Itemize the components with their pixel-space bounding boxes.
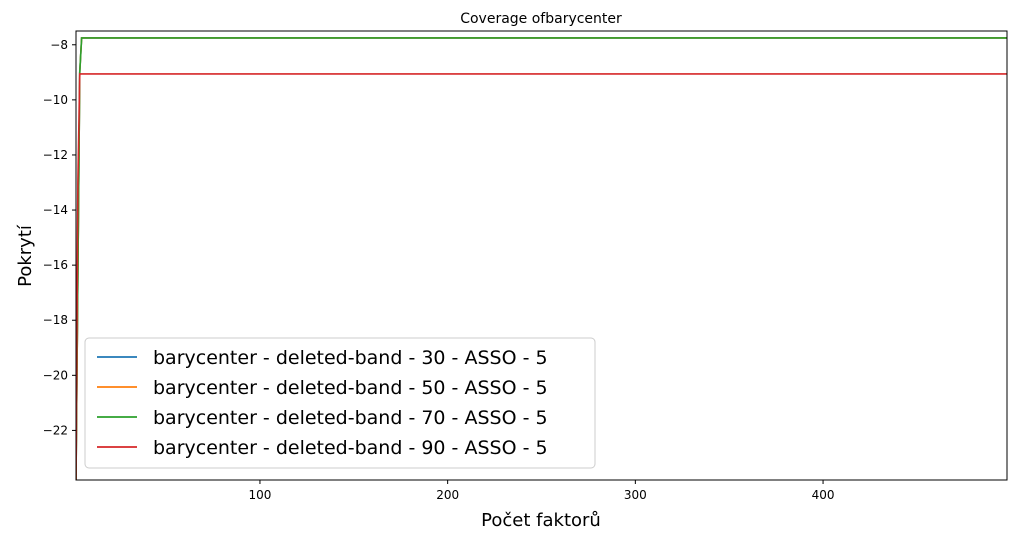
x-tick-label: 200 (436, 488, 459, 502)
legend-box (84, 337, 596, 469)
legend-label-1: barycenter - deleted-band - 30 - ASSO - … (153, 347, 548, 369)
chart-title: Coverage ofbarycenter (460, 11, 622, 27)
series-lines (76, 37, 1007, 480)
x-tick-label: 400 (812, 488, 835, 502)
y-tick-label: −20 (43, 368, 68, 382)
y-tick-label: −18 (43, 313, 68, 327)
series-line-4 (76, 73, 1007, 480)
legend-label-4: barycenter - deleted-band - 90 - ASSO - … (153, 437, 548, 459)
legend-label-2: barycenter - deleted-band - 50 - ASSO - … (153, 377, 548, 399)
y-tick-label: −12 (43, 148, 68, 162)
legend-label-3: barycenter - deleted-band - 70 - ASSO - … (153, 407, 548, 429)
plot-frame (75, 30, 1008, 481)
x-axis-label: Počet faktorů (481, 510, 601, 531)
y-tick-label: −22 (43, 423, 68, 437)
legend: barycenter - deleted-band - 30 - ASSO - … (84, 337, 596, 469)
y-axis-label: Pokrytí (15, 224, 36, 287)
y-tick-label: −8 (50, 38, 68, 52)
x-axis-ticks: 100 200 300 400 (248, 480, 835, 502)
y-tick-label: −14 (43, 203, 68, 217)
y-tick-label: −16 (43, 258, 68, 272)
y-tick-label: −10 (43, 93, 68, 107)
y-axis-ticks: −8 −10 −12 −14 −16 −18 −20 −22 (43, 38, 76, 437)
x-tick-label: 100 (248, 488, 271, 502)
x-tick-label: 300 (624, 488, 647, 502)
